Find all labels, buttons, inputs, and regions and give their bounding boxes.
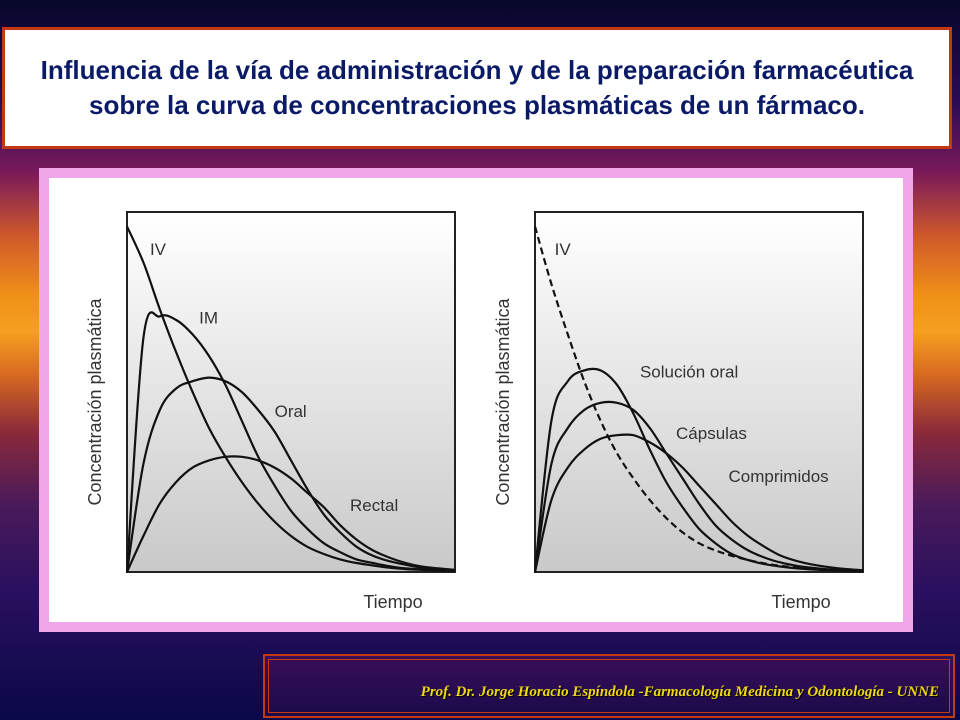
series-line-oral (125, 376, 456, 573)
figure-panel: IV IM Oral Rectal Tiempo Concentración plasmá… (49, 178, 903, 622)
curve-label: Comprimidos (729, 467, 829, 486)
footer-box: Prof. Dr. Jorge Horacio Espíndola -Farma… (263, 654, 955, 718)
curve-label: IV (555, 240, 572, 259)
curve-label: Cápsulas (676, 424, 747, 443)
curve-label: IM (199, 309, 218, 328)
x-axis-label: Tiempo (363, 592, 422, 612)
chart-2: IV Solución oral Cápsulas Comprimidos Tiempo… (493, 211, 864, 612)
y-axis-label: Concentración plasmática (85, 297, 105, 505)
series-line-im (125, 311, 456, 573)
series-line-rectal (125, 455, 456, 573)
curve-label: Oral (275, 402, 307, 421)
curve-label: Rectal (350, 496, 398, 515)
series-line-comprimidos (533, 433, 864, 573)
figure-frame: IV IM Oral Rectal Tiempo Concentración plasmá… (39, 168, 913, 632)
plot-area (126, 211, 456, 573)
x-axis-label: Tiempo (771, 592, 830, 612)
chart-1: IV IM Oral Rectal Tiempo Concentración plasmá… (85, 211, 456, 612)
y-axis-label: Concentración plasmática (493, 297, 513, 505)
title-box: Influencia de la vía de administración y… (2, 27, 952, 149)
series-line-solucion-oral (533, 367, 864, 573)
charts-svg: IV IM Oral Rectal Tiempo Concentración plasmá… (85, 211, 864, 612)
curve-label: Solución oral (640, 363, 738, 382)
curve-label: IV (150, 240, 167, 259)
plot-area (534, 211, 864, 573)
series-line-capsulas (533, 400, 864, 573)
slide-title: Influencia de la vía de administración y… (40, 55, 914, 120)
footer-credit: Prof. Dr. Jorge Horacio Espíndola -Farma… (420, 684, 939, 700)
